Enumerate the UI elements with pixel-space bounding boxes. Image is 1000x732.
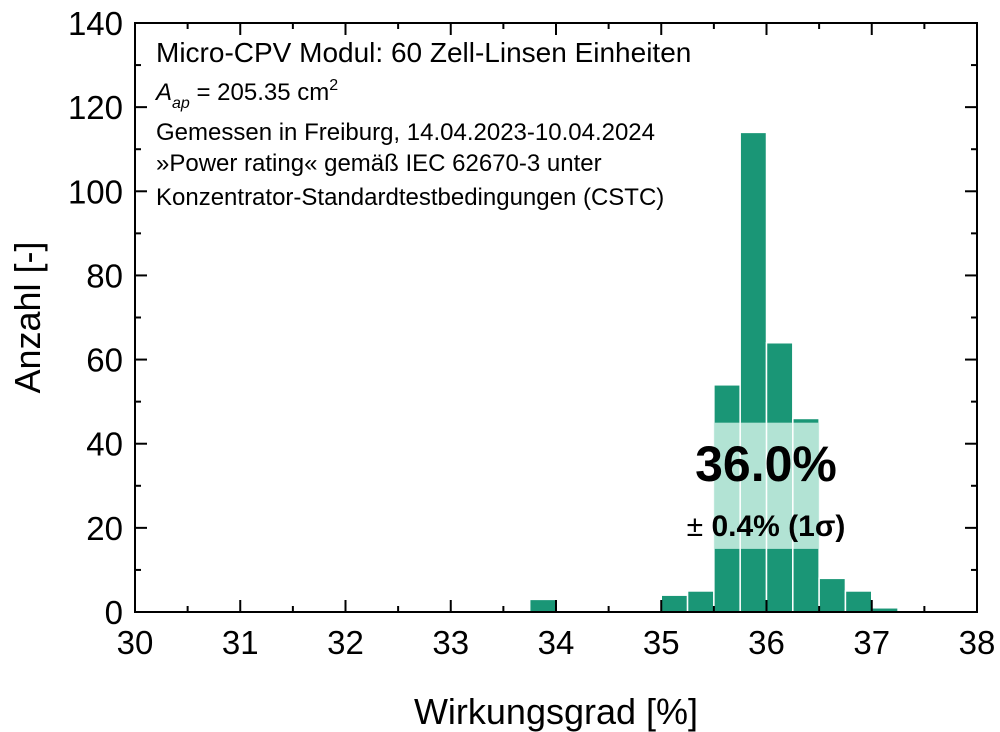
plot-frame [134, 22, 978, 613]
plus-minus-symbol: ± [687, 510, 703, 543]
y-tick-label: 120 [68, 89, 123, 126]
histogram-bar [844, 590, 873, 613]
uncertainty-value: 0.4% (1σ) [703, 510, 845, 543]
x-tick-label: 35 [643, 624, 680, 661]
aperture-line: Aap = 205.35 cm2 [154, 77, 338, 112]
measurement-location-dates: Gemessen in Freiburg, 14.04.2023-10.04.2… [156, 119, 655, 146]
aperture-value: = 205.35 cm [190, 79, 329, 106]
histogram-bar [818, 577, 847, 613]
module-title: Micro-CPV Modul: 60 Zell-Linsen Einheite… [156, 37, 691, 68]
aperture-subscript: ap [172, 95, 190, 112]
x-tick-label: 34 [538, 624, 575, 661]
x-axis-title: Wirkungsgrad [%] [414, 691, 698, 732]
power-rating-note: »Power rating« gemäß IEC 62670-3 unter [156, 150, 602, 177]
y-tick-label: 140 [68, 5, 123, 42]
x-tick-label: 36 [748, 624, 785, 661]
x-tick-label: 30 [117, 624, 154, 661]
histogram-bar [660, 594, 689, 613]
y-tick-label: 80 [86, 257, 123, 294]
highlight-band [713, 422, 820, 549]
y-tick-label: 100 [68, 173, 123, 210]
histogram-bar [528, 598, 557, 613]
x-tick-label: 32 [327, 624, 364, 661]
y-tick-label: 0 [105, 594, 123, 631]
y-tick-label: 40 [86, 426, 123, 463]
x-tick-label: 38 [959, 624, 996, 661]
aperture-symbol: A [154, 79, 172, 106]
uncertainty-label: ± 0.4% (1σ) [687, 510, 846, 543]
y-tick-label: 60 [86, 342, 123, 379]
y-axis-title: Anzahl [-] [7, 241, 48, 393]
x-tick-label: 37 [853, 624, 890, 661]
histogram-bar [686, 590, 715, 613]
x-tick-label: 33 [432, 624, 469, 661]
y-tick-label: 20 [86, 510, 123, 547]
x-tick-label: 31 [222, 624, 259, 661]
mean-efficiency-label: 36.0% [695, 436, 837, 492]
cstc-note: Konzentrator-Standardtestbedingungen (CS… [156, 184, 664, 211]
aperture-superscript: 2 [329, 77, 338, 94]
